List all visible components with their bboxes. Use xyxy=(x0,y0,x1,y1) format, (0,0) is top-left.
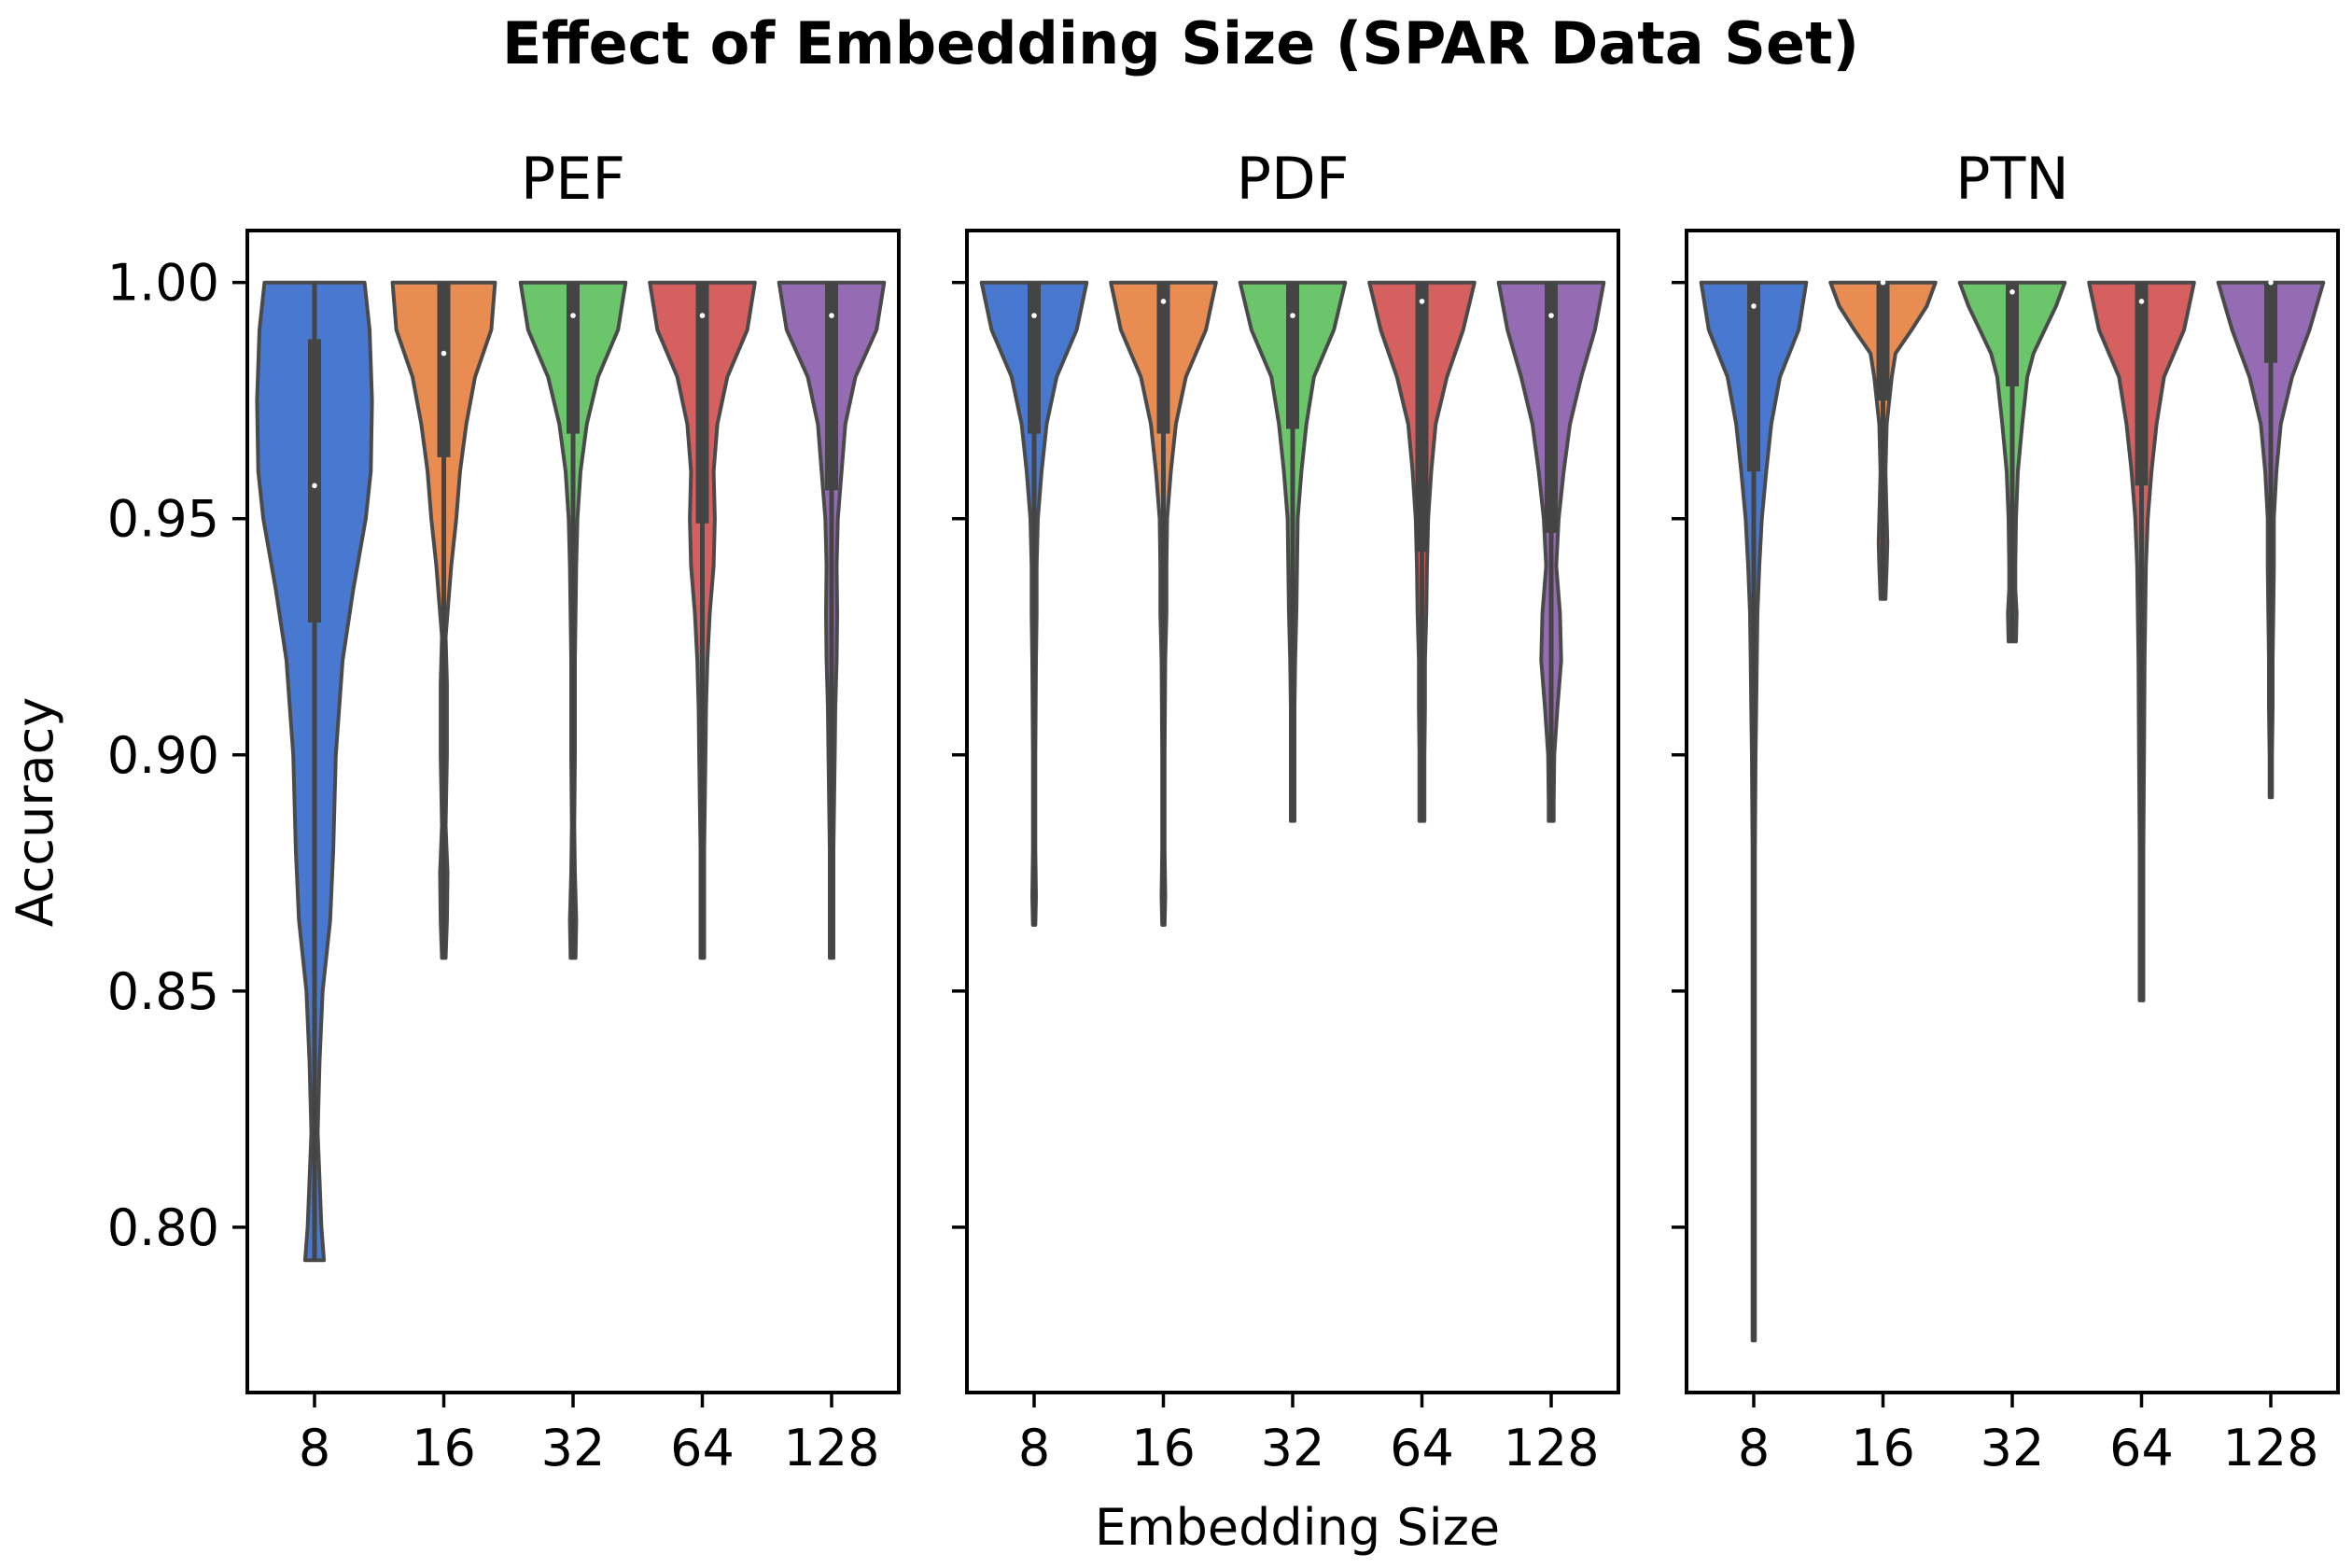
violin-median-dot xyxy=(2268,279,2274,286)
violin-median-dot xyxy=(2009,288,2015,295)
x-tick-label: 8 xyxy=(1738,1419,1770,1477)
panel-title: PEF xyxy=(521,145,625,213)
violin-median-dot xyxy=(441,350,447,357)
x-tick-label: 32 xyxy=(541,1419,606,1477)
x-tick-label: 128 xyxy=(2222,1419,2318,1477)
x-tick-label: 128 xyxy=(783,1419,879,1477)
x-tick-label: 16 xyxy=(1851,1419,1915,1477)
x-tick-label: 8 xyxy=(1018,1419,1050,1477)
violin-8 xyxy=(1699,280,1809,1343)
y-tick-label: 0.90 xyxy=(107,726,219,785)
violin-16 xyxy=(1828,279,1938,601)
violin-64 xyxy=(2087,280,2196,1002)
violin-median-dot xyxy=(699,313,706,318)
violin-median-dot xyxy=(570,313,576,318)
violin-32 xyxy=(1238,280,1348,823)
x-tick-label: 16 xyxy=(412,1419,476,1477)
violin-median-dot xyxy=(1880,279,1886,286)
panels: PEF 0.80 0.85 0.90 0.95 1.00 8 16 32 64 128 PDF 8 16 3… xyxy=(107,145,2340,1477)
violin-8 xyxy=(979,280,1089,927)
violin-median-dot xyxy=(1548,313,1554,318)
y-tick-label: 1.00 xyxy=(107,254,219,313)
violin-32 xyxy=(1957,280,2067,644)
figure-title: Effect of Embedding Size (SPAR Data Set) xyxy=(502,9,1859,77)
x-tick-label: 128 xyxy=(1503,1419,1599,1477)
y-axis-label: Accuracy xyxy=(6,697,64,928)
panel-pef: PEF 0.80 0.85 0.90 0.95 1.00 8 16 32 64 128 xyxy=(107,145,901,1477)
x-tick-label: 32 xyxy=(1261,1419,1325,1477)
panel-title: PDF xyxy=(1237,145,1350,213)
violin-median-dot xyxy=(829,313,834,318)
violin-128 xyxy=(2216,279,2326,800)
violin-32 xyxy=(518,280,628,960)
violin-median-dot xyxy=(312,483,317,489)
violin-median-dot xyxy=(2138,299,2145,304)
panel-pdf: PDF 8 16 32 64 128 xyxy=(952,145,1620,1477)
violin-median-dot xyxy=(1419,299,1425,304)
panel-ptn: PTN 8 16 32 64 128 xyxy=(1672,145,2340,1477)
violin-64 xyxy=(1367,280,1477,823)
violin-64 xyxy=(648,280,757,960)
y-tick-label: 0.85 xyxy=(107,962,219,1021)
x-tick-label: 32 xyxy=(1981,1419,2045,1477)
x-tick-label: 8 xyxy=(299,1419,330,1477)
panel-title: PTN xyxy=(1955,145,2069,213)
violin-128 xyxy=(1496,280,1606,823)
violin-16 xyxy=(390,280,497,960)
y-tick-label: 0.80 xyxy=(107,1198,219,1257)
violin-median-dot xyxy=(1751,303,1757,309)
violin-median-dot xyxy=(1031,313,1037,318)
x-tick-label: 16 xyxy=(1131,1419,1196,1477)
x-axis-label: Embedding Size xyxy=(1095,1498,1500,1557)
violin-16 xyxy=(1109,280,1218,927)
x-tick-label: 64 xyxy=(1390,1419,1454,1477)
violin-128 xyxy=(777,280,887,960)
x-tick-label: 64 xyxy=(670,1419,735,1477)
x-tick-label: 64 xyxy=(2109,1419,2174,1477)
violin-median-dot xyxy=(1290,313,1295,318)
violin-median-dot xyxy=(1160,299,1167,304)
violin-8 xyxy=(255,280,374,1263)
y-tick-label: 0.95 xyxy=(107,490,219,549)
